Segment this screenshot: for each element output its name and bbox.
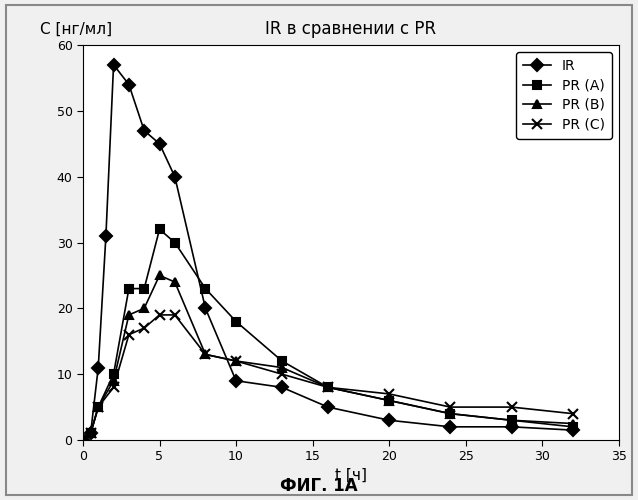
- PR (B): [385, 398, 393, 404]
- PR (C): [508, 404, 516, 410]
- PR (A): [156, 226, 163, 232]
- PR (A): [385, 398, 393, 404]
- IR: [79, 437, 87, 443]
- IR: [110, 62, 117, 68]
- PR (A): [140, 286, 148, 292]
- PR (C): [278, 371, 286, 377]
- PR (B): [79, 437, 87, 443]
- PR (A): [508, 417, 516, 423]
- PR (A): [232, 318, 240, 324]
- X-axis label: t [ч]: t [ч]: [335, 468, 367, 482]
- PR (C): [232, 358, 240, 364]
- PR (B): [278, 364, 286, 370]
- Text: ФИГ. 1А: ФИГ. 1А: [280, 477, 358, 495]
- PR (A): [79, 437, 87, 443]
- Line: PR (C): PR (C): [78, 310, 578, 445]
- Legend: IR, PR (A), PR (B), PR (C): IR, PR (A), PR (B), PR (C): [516, 52, 612, 139]
- PR (A): [569, 424, 577, 430]
- IR: [87, 430, 94, 436]
- Line: IR: IR: [78, 60, 577, 444]
- PR (B): [110, 378, 117, 384]
- IR: [508, 424, 516, 430]
- PR (C): [79, 437, 87, 443]
- IR: [278, 384, 286, 390]
- IR: [569, 427, 577, 433]
- PR (B): [508, 417, 516, 423]
- Line: PR (B): PR (B): [78, 271, 577, 444]
- IR: [202, 306, 209, 312]
- PR (C): [110, 384, 117, 390]
- Line: PR (A): PR (A): [78, 225, 577, 444]
- PR (C): [140, 325, 148, 331]
- PR (B): [156, 272, 163, 278]
- PR (C): [171, 312, 179, 318]
- PR (B): [569, 420, 577, 426]
- PR (C): [385, 391, 393, 397]
- PR (A): [324, 384, 332, 390]
- Text: С [нг/мл]: С [нг/мл]: [40, 22, 112, 37]
- PR (A): [94, 404, 102, 410]
- PR (A): [110, 371, 117, 377]
- PR (A): [171, 240, 179, 246]
- IR: [385, 417, 393, 423]
- PR (C): [324, 384, 332, 390]
- PR (C): [202, 352, 209, 358]
- PR (B): [94, 404, 102, 410]
- PR (B): [87, 430, 94, 436]
- PR (B): [232, 358, 240, 364]
- IR: [171, 174, 179, 180]
- PR (A): [447, 410, 454, 416]
- PR (A): [202, 286, 209, 292]
- PR (C): [125, 332, 133, 338]
- PR (C): [447, 404, 454, 410]
- Title: IR в сравнении с PR: IR в сравнении с PR: [265, 20, 436, 38]
- PR (A): [278, 358, 286, 364]
- PR (C): [94, 404, 102, 410]
- PR (A): [87, 430, 94, 436]
- PR (C): [87, 430, 94, 436]
- PR (B): [171, 279, 179, 285]
- PR (B): [324, 384, 332, 390]
- IR: [140, 128, 148, 134]
- IR: [324, 404, 332, 410]
- PR (B): [447, 410, 454, 416]
- PR (B): [125, 312, 133, 318]
- IR: [447, 424, 454, 430]
- PR (C): [569, 410, 577, 416]
- IR: [232, 378, 240, 384]
- PR (A): [125, 286, 133, 292]
- PR (C): [156, 312, 163, 318]
- IR: [156, 141, 163, 147]
- IR: [94, 364, 102, 370]
- IR: [125, 82, 133, 87]
- PR (B): [202, 352, 209, 358]
- PR (B): [140, 306, 148, 312]
- IR: [102, 233, 110, 239]
